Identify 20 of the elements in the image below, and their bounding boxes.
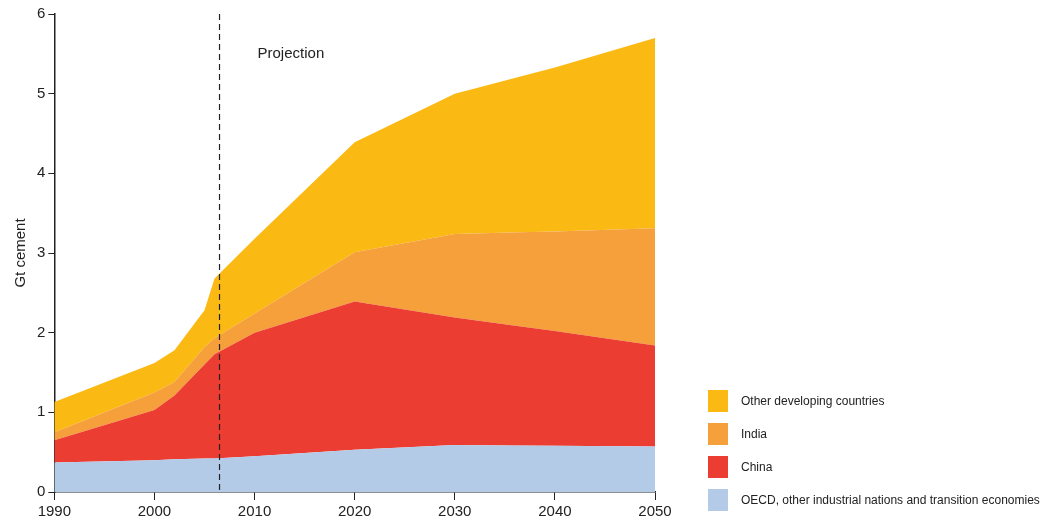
x-tick-label: 2030 bbox=[438, 502, 472, 520]
legend-label: OECD, other industrial nations and transition economies bbox=[741, 492, 1040, 507]
x-tick-label: 1990 bbox=[37, 502, 72, 520]
y-tick-label: 2 bbox=[37, 322, 46, 340]
y-tick-label: 4 bbox=[37, 163, 46, 181]
y-tick-label: 0 bbox=[37, 482, 46, 500]
y-tick-label: 1 bbox=[37, 402, 46, 420]
x-tick-label: 2040 bbox=[538, 502, 572, 520]
x-tick-label: 2010 bbox=[237, 502, 272, 520]
legend-label: India bbox=[741, 426, 768, 441]
annotation: Projection bbox=[257, 44, 325, 62]
legend-label: Other developing countries bbox=[741, 393, 885, 408]
x-tick-label: 2050 bbox=[638, 502, 672, 520]
legend-label: China bbox=[741, 459, 773, 474]
y-axis-title: Gt cement bbox=[11, 217, 29, 288]
y-tick-label: 6 bbox=[37, 4, 46, 22]
x-tick-label: 2020 bbox=[337, 502, 372, 520]
y-tick-label: 5 bbox=[37, 83, 46, 101]
x-tick-label: 2000 bbox=[137, 502, 172, 520]
y-tick-label: 3 bbox=[37, 243, 46, 261]
